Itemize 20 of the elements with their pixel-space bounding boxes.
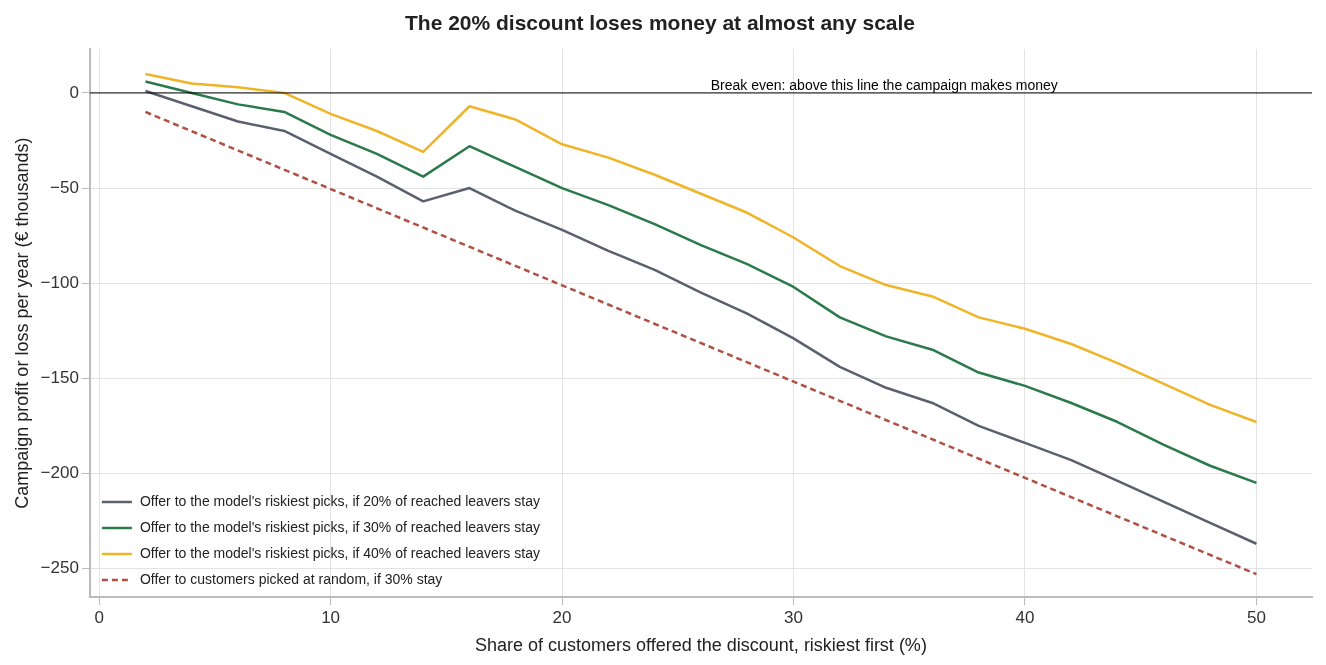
y-tick-label: −50 [50, 177, 79, 197]
ref-line-label: Break even: above this line the campaign makes money [710, 76, 1058, 93]
y-tick-label: 0 [69, 82, 79, 102]
x-tick-label: 20 [552, 607, 572, 627]
y-tick-label: −200 [40, 463, 79, 483]
y-tick-label: −150 [40, 367, 79, 387]
x-tick-label: 0 [94, 607, 104, 627]
y-tick-label: −100 [40, 272, 79, 292]
x-axis-title: Share of customers offered the discount, riskiest first (%) [475, 635, 927, 656]
y-axis-title: Campaign profit or loss per year (€ thousands) [11, 137, 32, 509]
x-tick-label: 50 [1246, 607, 1266, 627]
y-tick-label: −250 [40, 558, 79, 578]
x-tick-label: 40 [1015, 607, 1035, 627]
chart-title: The 20% discount loses money at almost any scale [404, 11, 916, 35]
legend-label: Offer to the model's riskiest picks, if 20% of reached leavers stay [139, 492, 540, 509]
legend-label: Offer to customers picked at random, if 30% stay [139, 570, 443, 587]
x-tick-label: 10 [321, 607, 341, 627]
legend-label: Offer to the model's riskiest picks, if 40% of reached leavers stay [139, 544, 540, 561]
x-tick-label: 30 [784, 607, 803, 627]
legend-label: Offer to the model's riskiest picks, if 30% of reached leavers stay [139, 518, 540, 535]
